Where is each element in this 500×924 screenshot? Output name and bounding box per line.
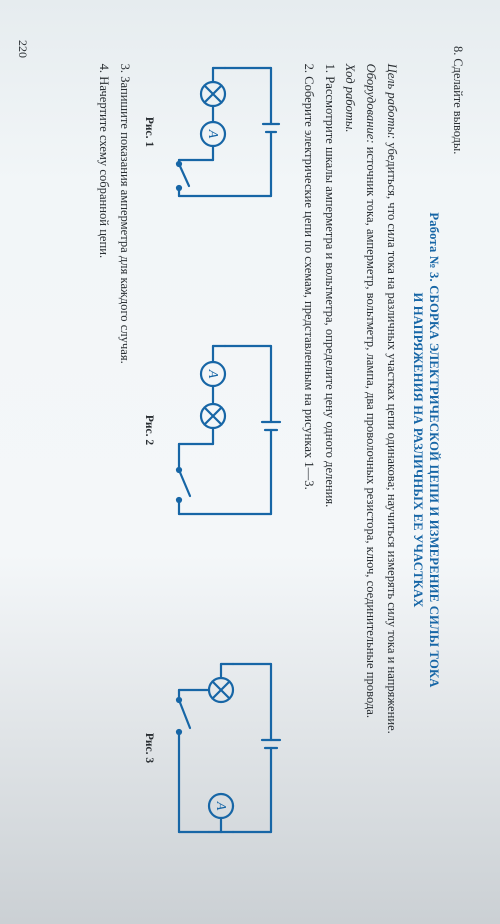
- figure-3-caption: Рис. 3: [141, 648, 157, 848]
- figure-2-caption: Рис. 2: [141, 330, 157, 530]
- conclusion-text: Сделайте выводы.: [451, 58, 465, 154]
- lab-title-line2: И НАПРЯЖЕНИЯ НА РАЗЛИЧНЫХ ЕЕ УЧАСТКАХ: [410, 46, 426, 854]
- procedure-heading: Ход работы.: [340, 46, 358, 854]
- ammeter-label-1: A: [205, 129, 220, 139]
- figure-1-caption: Рис. 1: [141, 52, 157, 212]
- step-3: 3. Запишите показания амперметра для каж…: [115, 46, 133, 854]
- step-4: 4. Начертите схему собранной цепи.: [94, 46, 112, 854]
- circuit-diagram-2: A: [163, 330, 283, 530]
- step-1: 1. Рассмотрите шкалы амперметра и вольтм…: [320, 46, 338, 854]
- ammeter-label-3: A: [213, 801, 228, 811]
- circuit-diagram-1: A: [163, 52, 283, 212]
- step-2: 2. Соберите электрические цепи по схемам…: [299, 46, 317, 854]
- lab-title: Работа № 3. СБОРКА ЭЛЕКТРИЧЕСКОЙ ЦЕПИ И …: [410, 46, 443, 854]
- figures-row: A Рис. 1: [141, 52, 283, 848]
- page: 8. Сделайте выводы. Работа № 3. СБОРКА Э…: [0, 0, 500, 924]
- goal-label: Цель работы:: [385, 64, 399, 140]
- conclusion-line: 8. Сделайте выводы.: [448, 46, 466, 854]
- page-number: 220: [14, 40, 31, 58]
- circuit-diagram-3: A: [163, 648, 283, 848]
- figure-3: A Рис. 3: [141, 648, 283, 848]
- lab-title-line1: Работа № 3. СБОРКА ЭЛЕКТРИЧЕСКОЙ ЦЕПИ И …: [426, 46, 442, 854]
- figure-2: A Рис. 2: [141, 330, 283, 530]
- equipment-label: Оборудование:: [364, 64, 378, 144]
- equipment-paragraph: Оборудование: источник тока, амперметр, …: [361, 46, 379, 854]
- conclusion-number: 8.: [451, 46, 465, 55]
- equipment-text: источник тока, амперметр, вольтметр, лам…: [364, 144, 378, 718]
- goal-text: убедиться, что сила тока на различных уч…: [385, 139, 399, 734]
- ammeter-label-2: A: [205, 369, 220, 379]
- figure-1: A Рис. 1: [141, 52, 283, 212]
- goal-paragraph: Цель работы: убедиться, что сила тока на…: [382, 46, 400, 854]
